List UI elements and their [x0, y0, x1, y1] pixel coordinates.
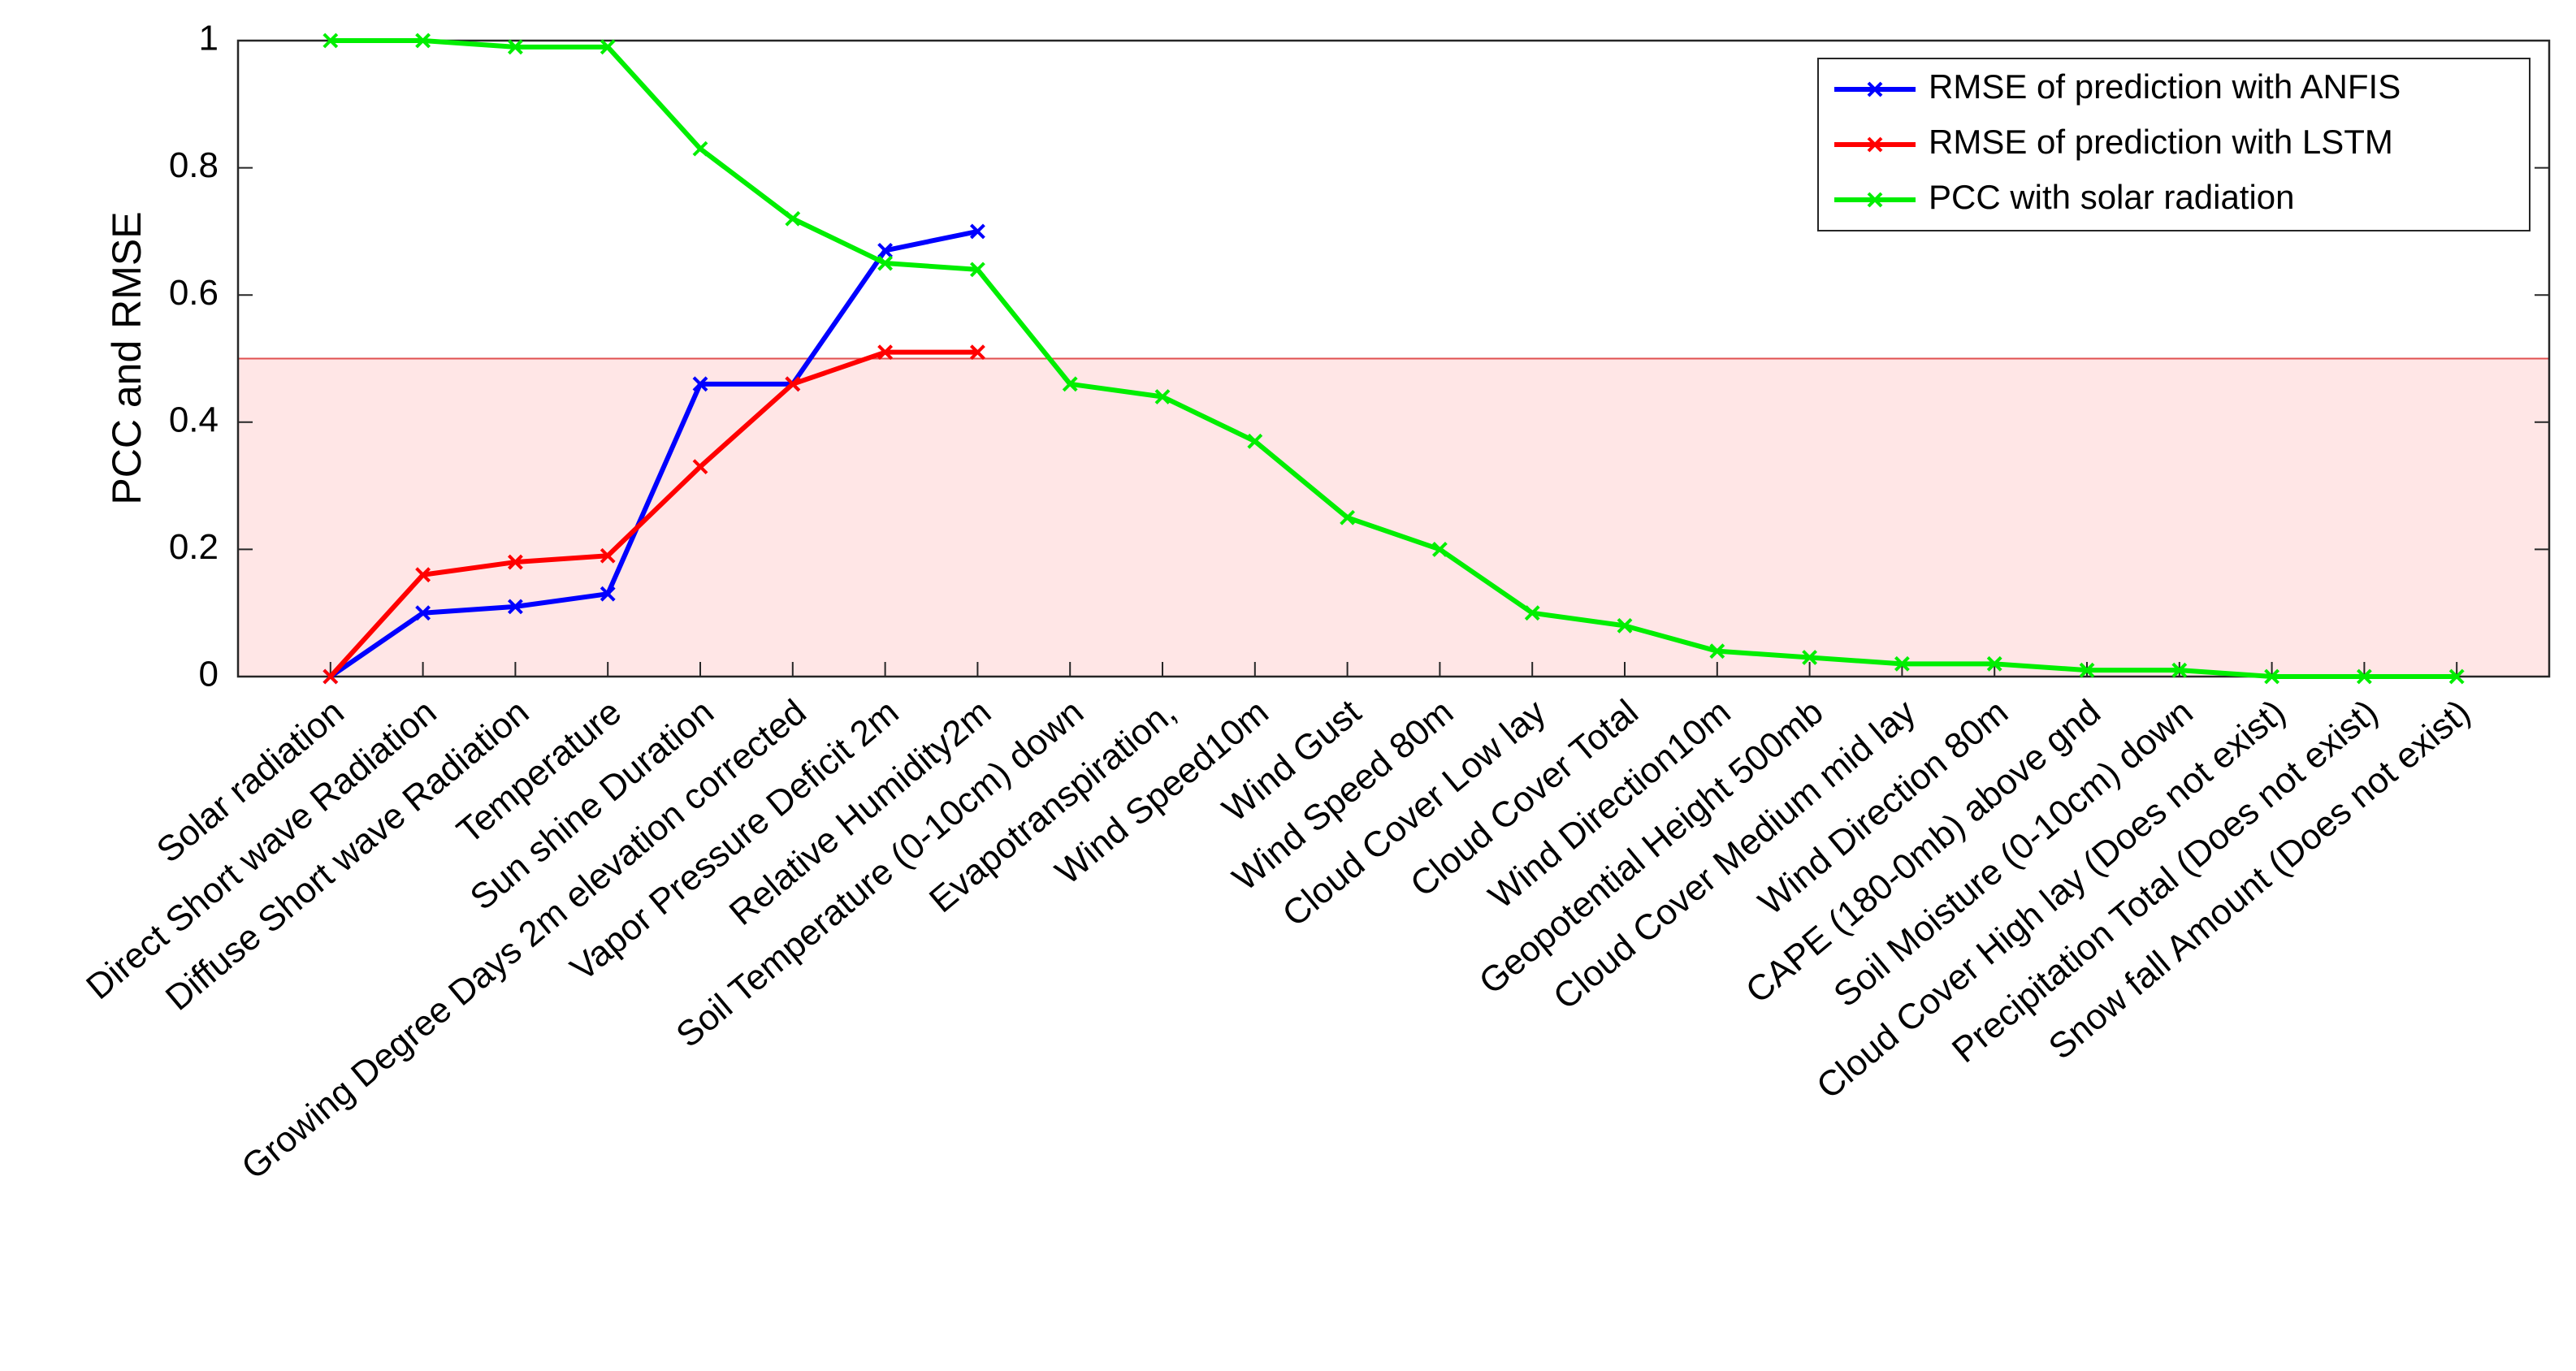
- series-marker: [692, 141, 708, 157]
- x-tick-label: Direct Short wave Radiation: [79, 692, 444, 1007]
- series-marker: [1709, 643, 1725, 660]
- legend-marker: [1867, 192, 1883, 208]
- y-tick-label: 0.6: [169, 273, 219, 313]
- series-marker: [969, 344, 985, 361]
- series-marker: [877, 255, 894, 271]
- y-tick-label: 0.2: [169, 527, 219, 567]
- series-marker: [415, 605, 431, 621]
- series-marker: [1894, 655, 1910, 672]
- series-marker: [2356, 668, 2372, 685]
- series-marker: [2264, 668, 2280, 685]
- series-marker: [1247, 433, 1263, 449]
- series-marker: [1986, 655, 2002, 672]
- series-marker: [415, 32, 431, 49]
- series-marker: [785, 376, 801, 392]
- series-marker: [1617, 617, 1633, 634]
- axes-box: [236, 39, 2551, 678]
- series-marker: [2079, 662, 2095, 678]
- series-marker: [692, 459, 708, 475]
- legend-marker: [1867, 136, 1883, 153]
- highlight-band: [237, 357, 2550, 677]
- series-marker: [969, 223, 985, 240]
- y-tick-label: 0.8: [169, 145, 219, 185]
- series-marker: [507, 599, 523, 615]
- series-marker: [1524, 605, 1540, 621]
- series-marker: [692, 376, 708, 392]
- series-marker: [507, 39, 523, 55]
- series-line: [328, 349, 978, 679]
- series-marker: [1154, 389, 1171, 404]
- y-tick-label: 0.4: [169, 400, 219, 439]
- series-marker: [600, 547, 616, 564]
- legend-label: RMSE of prediction with LSTM: [1929, 123, 2393, 161]
- y-axis-label: PCC and RMSE: [104, 211, 149, 504]
- legend-label: PCC with solar radiation: [1929, 178, 2295, 216]
- series-marker: [1062, 376, 1078, 392]
- series-marker: [323, 668, 339, 685]
- legend-box: [1817, 58, 2531, 231]
- series-marker: [2448, 668, 2465, 685]
- series-marker: [600, 39, 616, 55]
- series-marker: [1431, 541, 1448, 557]
- series-marker: [1802, 650, 1818, 665]
- series-marker: [969, 262, 985, 278]
- y-tick-label: 0: [199, 655, 219, 694]
- series-marker: [507, 554, 523, 570]
- series-marker: [877, 344, 894, 361]
- series-marker: [877, 242, 894, 258]
- legend-label: RMSE of prediction with ANFIS: [1929, 67, 2401, 106]
- series-marker: [785, 210, 801, 227]
- y-tick-label: 1: [199, 19, 219, 58]
- series-marker: [323, 32, 339, 49]
- legend-marker: [1867, 81, 1883, 97]
- series-marker: [415, 567, 431, 583]
- series-marker: [1340, 509, 1356, 525]
- series-line: [330, 38, 2457, 679]
- series-marker: [600, 586, 616, 602]
- series-line: [329, 228, 979, 679]
- series-marker: [2171, 662, 2188, 678]
